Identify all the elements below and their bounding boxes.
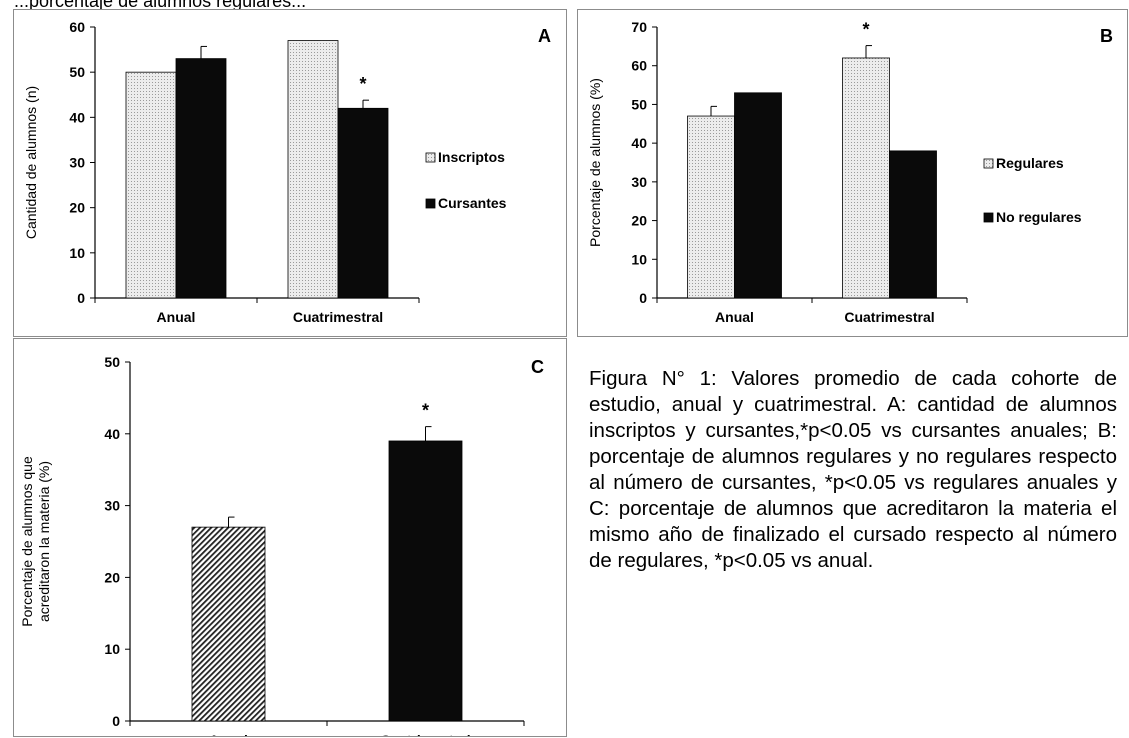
y-axis-label: Cantidad de alumnos (n) — [23, 86, 39, 239]
legend-swatch — [983, 212, 994, 223]
x-tick-label: Anual — [157, 309, 196, 325]
significance-marker: * — [422, 401, 429, 421]
y-tick-label: 20 — [69, 200, 85, 216]
y-tick-label: 10 — [631, 251, 647, 267]
x-tick-label: Cuatrimestral — [293, 309, 383, 325]
y-tick-label: 70 — [631, 19, 647, 35]
y-tick-label: 10 — [104, 641, 120, 657]
bar — [687, 115, 735, 299]
bar — [287, 40, 339, 299]
x-tick-label: Anual — [715, 309, 754, 325]
y-tick-label: 50 — [104, 354, 120, 370]
chart-panel-b: 0 10 20 30 40 50 60 70 Anual Cuatrimestral * B Porce… — [577, 9, 1128, 337]
panel-letter: B — [1100, 26, 1113, 46]
legend-label: Cursantes — [438, 195, 507, 211]
y-tick-label: 30 — [69, 155, 85, 171]
chart-panel-a: 0 10 20 30 40 50 60 Anual Cuatrimestral * A Cantida… — [13, 9, 567, 337]
bar — [175, 58, 227, 299]
bar — [889, 150, 937, 299]
y-tick-label: 60 — [69, 19, 85, 35]
legend-swatch — [983, 158, 994, 169]
significance-marker: * — [359, 74, 366, 94]
significance-marker: * — [862, 20, 869, 40]
y-axis-label: Porcentaje de alumnos (%) — [587, 78, 603, 247]
y-axis-label-line: acreditaron la materia (%) — [36, 461, 52, 622]
x-tick-label: Anual — [209, 732, 248, 736]
y-tick-label: 50 — [631, 96, 647, 112]
figure-caption: Figura N° 1: Valores promedio de cada co… — [589, 367, 1117, 572]
panel-letter: A — [538, 26, 551, 46]
bar — [337, 107, 389, 299]
legend-label: Inscriptos — [438, 149, 505, 165]
legend-swatch — [425, 152, 436, 163]
bar — [191, 526, 266, 722]
legend-swatch — [425, 198, 436, 209]
y-tick-label: 0 — [112, 713, 120, 729]
x-tick-label: Cuatrimestral — [380, 732, 470, 736]
chart-panel-c: 0 10 20 30 40 50 Anual Cuatrimestral * C Porcentaj… — [13, 338, 567, 737]
bar — [734, 92, 782, 299]
bar — [388, 440, 463, 722]
y-tick-label: 40 — [631, 135, 647, 151]
legend-label: No regulares — [996, 209, 1082, 225]
x-tick-label: Cuatrimestral — [844, 309, 934, 325]
y-tick-label: 0 — [639, 290, 647, 306]
top-caption: ...porcentaje de alumnos regulares... — [14, 0, 307, 11]
y-axis-label-line: Porcentaje de alumnos que — [19, 456, 35, 627]
y-tick-label: 40 — [69, 109, 85, 125]
chart-c-svg: 0 10 20 30 40 50 Anual Cuatrimestral * C Porcentaj… — [19, 354, 544, 736]
y-tick-label: 10 — [69, 245, 85, 261]
legend-label: Regulares — [996, 155, 1064, 171]
bar — [842, 57, 890, 299]
y-tick-label: 20 — [631, 213, 647, 229]
y-tick-label: 40 — [104, 426, 120, 442]
y-tick-label: 30 — [631, 174, 647, 190]
chart-b-svg: 0 10 20 30 40 50 60 70 Anual Cuatrimestral * B Porce… — [587, 19, 1113, 325]
y-tick-label: 50 — [69, 64, 85, 80]
chart-a-svg: 0 10 20 30 40 50 60 Anual Cuatrimestral * A Cantida… — [23, 19, 551, 325]
y-tick-label: 60 — [631, 58, 647, 74]
y-tick-label: 20 — [104, 569, 120, 585]
panel-letter: C — [531, 357, 544, 377]
y-tick-label: 0 — [77, 290, 85, 306]
bar — [125, 71, 177, 299]
y-tick-label: 30 — [104, 498, 120, 514]
